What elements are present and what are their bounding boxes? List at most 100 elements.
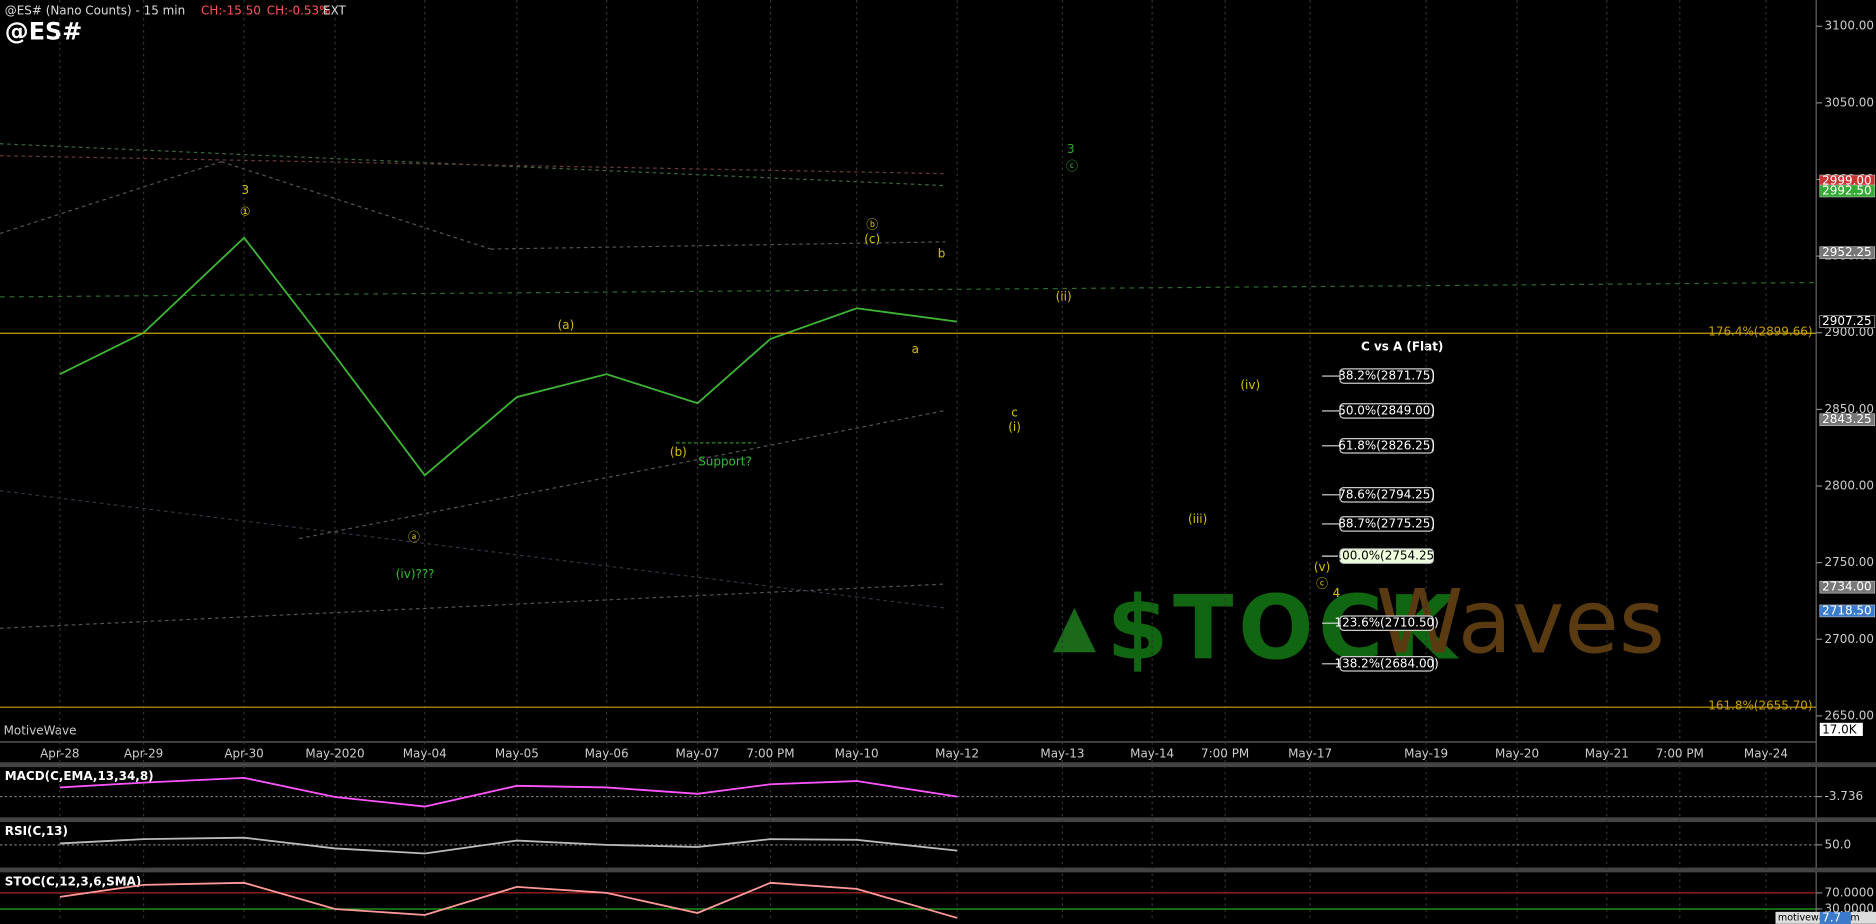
x-tick-label: 7:00 PM: [746, 746, 794, 760]
fib-box: [1339, 656, 1434, 672]
fib-label: 78.6%(2794.25): [1338, 487, 1435, 501]
fib-box: [1339, 615, 1434, 631]
trend-line: [0, 490, 946, 609]
y-tick-label: 2800.00: [1825, 479, 1874, 493]
panel-title: RSI(C,13): [5, 824, 68, 838]
price-tag: 2907.25: [1822, 314, 1871, 328]
y-tick-label: 50.0: [1825, 837, 1852, 851]
price-tag: 2992.50: [1822, 183, 1871, 197]
fib-label: 123.6%(2710.50): [1334, 616, 1438, 630]
wave-label: b: [938, 246, 946, 260]
x-tick-label: May-10: [835, 746, 879, 760]
wave-label: (i): [1008, 420, 1021, 434]
fib-box: [1339, 516, 1434, 532]
wave-label: (c): [864, 232, 880, 246]
wave-label: 4: [1333, 586, 1341, 600]
x-tick-label: Apr-28: [40, 746, 79, 760]
y-tick-label: 2850.00: [1825, 402, 1874, 416]
fib-label: 38.2%(2871.75): [1338, 369, 1435, 383]
fib-box: [1339, 487, 1434, 503]
x-tick-label: May-17: [1288, 746, 1332, 760]
trend-line: [298, 409, 946, 540]
level-line: [0, 281, 1817, 298]
trend-line: [0, 161, 222, 235]
fib-box: [1339, 368, 1434, 384]
chart-title: @ES# (Nano Counts) - 15 min: [5, 3, 185, 17]
y-tick-label: 2650.00: [1825, 708, 1874, 722]
price-tag: 2999.00: [1822, 174, 1871, 188]
wave-label: ⓒ: [1066, 159, 1078, 173]
series-line: [59, 881, 958, 919]
x-tick-label: 7:00 PM: [1201, 746, 1249, 760]
wave-label: ⓑ: [866, 218, 878, 232]
logo-arrow: [1052, 607, 1096, 653]
series-line: [59, 236, 958, 477]
x-tick-label: May-13: [1040, 746, 1084, 760]
price-tag: 2734.00: [1822, 580, 1871, 594]
series-line: [59, 776, 958, 808]
wave-label: a: [912, 342, 919, 356]
x-tick-label: May-14: [1130, 746, 1174, 760]
retracement-label: 176.4%(2899.66): [1708, 325, 1812, 339]
wave-label: ⓐ: [408, 530, 420, 544]
watermark: MotiveWave: [4, 724, 77, 738]
x-tick-label: May-21: [1585, 746, 1629, 760]
wave-label: (iv): [1240, 378, 1260, 392]
fib-label: 100.0%(2754.25): [1334, 549, 1438, 563]
fib-label: 88.7%(2775.25): [1338, 516, 1435, 530]
price-tag: 2843.25: [1822, 412, 1871, 426]
retracement-label: 161.8%(2655.70): [1708, 698, 1812, 712]
panel-title: MACD(C,EMA,13,34,8): [5, 769, 154, 783]
y-tick-label: 3050.00: [1825, 95, 1874, 109]
wave-label: Support?: [698, 454, 752, 468]
y-tick-label: 70.0000: [1825, 885, 1874, 899]
x-tick-label: May-2020: [305, 746, 364, 760]
wave-label: c: [1011, 405, 1018, 419]
x-tick-label: May-12: [935, 746, 979, 760]
price-tag-bg: [1819, 580, 1876, 594]
series-line: [59, 836, 958, 855]
price-tag-bg: [1819, 911, 1851, 924]
fib-box: [1339, 438, 1434, 454]
wave-label: 3: [1067, 142, 1075, 156]
price-tag-bg: [1819, 413, 1876, 427]
wave-label: ⓒ: [1316, 577, 1328, 591]
price-tag-bg: [1819, 246, 1876, 259]
wave-label: (a): [558, 318, 575, 332]
separator: [0, 762, 1876, 768]
change: CH:-15.50: [201, 3, 261, 17]
change-pct: CH:-0.53%: [267, 3, 331, 17]
footer: motivewave.com: [1778, 912, 1860, 923]
x-tick-label: May-24: [1744, 746, 1788, 760]
fib-box: [1339, 403, 1434, 419]
session: EXT: [323, 3, 347, 17]
x-tick-label: Apr-29: [124, 746, 163, 760]
x-tick-label: 7:00 PM: [1656, 746, 1704, 760]
separator: [0, 867, 1876, 873]
x-tick-label: May-20: [1495, 746, 1539, 760]
wave-label: ①: [240, 204, 251, 218]
volume-tag-bg: [1819, 722, 1863, 736]
x-tick-label: May-07: [676, 746, 720, 760]
y-tick-label: 2900.00: [1825, 325, 1874, 339]
wave-label: (ii): [1056, 289, 1072, 303]
fib-label: 50.0%(2849.00): [1338, 403, 1435, 417]
price-tag: 2718.50: [1822, 603, 1871, 617]
y-tick-label: -3.736: [1825, 789, 1864, 803]
symbol: @ES#: [5, 17, 83, 45]
wave-label: 3: [241, 183, 249, 197]
y-tick-label: 2750.00: [1825, 555, 1874, 569]
fib-label: 138.2%(2684.00): [1334, 656, 1438, 670]
x-tick-label: May-04: [403, 746, 447, 760]
price-tag-bg: [1819, 184, 1876, 198]
fib-label: 61.8%(2826.25): [1338, 438, 1435, 452]
fib-box: [1339, 548, 1434, 564]
y-tick-label: 2700.00: [1825, 632, 1874, 646]
fib-title: C vs A (Flat): [1361, 340, 1443, 354]
x-tick-label: Apr-30: [224, 746, 263, 760]
x-tick-label: May-06: [585, 746, 629, 760]
wave-label: (iii): [1188, 512, 1207, 526]
